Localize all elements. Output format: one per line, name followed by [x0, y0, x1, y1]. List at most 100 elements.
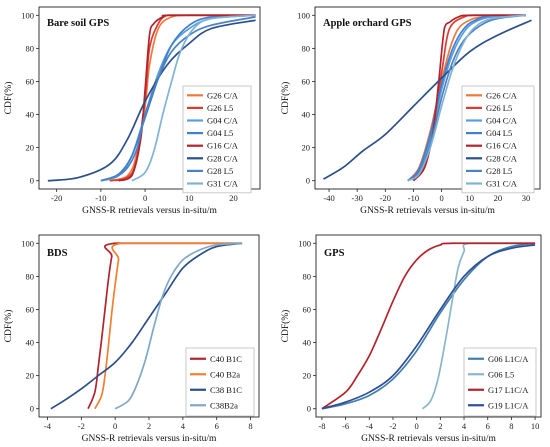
y-axis-label: CDF(%) — [3, 82, 14, 115]
x-tick-label: -4 — [366, 421, 374, 431]
series-lines — [50, 242, 243, 410]
x-tick-label: 0 — [143, 193, 147, 203]
y-tick-label: 100 — [21, 10, 34, 20]
series-line-7 — [100, 16, 256, 182]
series-line-8 — [407, 14, 527, 182]
series-line-5 — [118, 14, 256, 182]
legend-entry: C38 B1C — [210, 385, 242, 395]
x-tick-label: 4 — [462, 421, 467, 431]
legend: C40 B1C C40 B2a C38 B1C C38B2a — [185, 347, 255, 417]
x-tick-label: 0 — [113, 421, 117, 431]
series-line-8 — [131, 14, 256, 182]
series-lines — [47, 14, 256, 182]
y-axis-label: CDF(%) — [280, 310, 291, 343]
legend-entry: G16 C/A — [486, 141, 518, 151]
chart-title: GPS — [324, 248, 345, 259]
legend-entry: G28 C/A — [207, 153, 239, 163]
x-tick-label: 4 — [181, 421, 186, 431]
series-line-2 — [421, 242, 536, 410]
series-line-5 — [412, 14, 526, 182]
series-line-6 — [323, 19, 532, 180]
y-tick-label: 80 — [26, 43, 35, 53]
legend-entry: G04 L5 — [486, 128, 512, 138]
x-tick-label: 0 — [415, 421, 419, 431]
series-line-4 — [114, 242, 243, 410]
x-tick-label: -30 — [352, 193, 363, 203]
y-tick-label: 100 — [297, 10, 310, 20]
legend-box — [461, 85, 535, 194]
chart-title: BDS — [47, 248, 68, 259]
legend-box — [182, 85, 252, 194]
legend-entry: G06 L5 — [488, 369, 514, 379]
y-tick-label: 0 — [30, 176, 34, 186]
plot-frame — [314, 6, 541, 190]
legend-entry: G04 C/A — [486, 116, 518, 126]
y-tick-label: 20 — [302, 143, 311, 153]
legend-entry: G19 L1C/A — [488, 400, 529, 410]
y-tick-label: 40 — [26, 110, 35, 120]
x-tick-label: 10 — [185, 193, 194, 203]
x-tick-label: -20 — [51, 193, 62, 203]
series-line-1 — [321, 242, 536, 410]
x-tick-label: 20 — [494, 193, 503, 203]
series-line-7 — [407, 14, 527, 182]
legend-entry: G31 C/A — [207, 179, 239, 189]
series-line-3 — [407, 14, 526, 182]
y-tick-label: 20 — [26, 143, 35, 153]
x-tick-label: 20 — [229, 193, 238, 203]
x-tick-label: -40 — [323, 193, 334, 203]
x-tick-label: -2 — [78, 421, 85, 431]
legend-entry: G26 L5 — [207, 103, 233, 113]
x-tick-label: -10 — [408, 193, 419, 203]
y-tick-label: 40 — [302, 110, 311, 120]
x-tick-label: 6 — [215, 421, 219, 431]
y-tick-label: 60 — [26, 304, 35, 314]
series-line-3 — [50, 242, 243, 410]
x-tick-label: 2 — [147, 421, 151, 431]
series-lines — [323, 14, 532, 182]
x-tick-label: -4 — [44, 421, 52, 431]
y-tick-label: 20 — [26, 371, 35, 381]
x-tick-label: 10 — [465, 193, 474, 203]
series-line-4 — [407, 14, 526, 182]
chart-panel-2: -40 -30 -20 -10 0 10 20 30 0 20 40 60 80 100 GNSS-R re… — [280, 6, 541, 216]
legend-entry: G28 L5 — [207, 166, 233, 176]
y-tick-label: 100 — [21, 238, 34, 248]
x-tick-label: 2 — [438, 421, 442, 431]
legend-entry: G17 L1C/A — [488, 385, 529, 395]
chart-title: Bare soil GPS — [47, 18, 109, 29]
legend-entry: G26 L5 — [486, 103, 512, 113]
x-axis-label: GNSS-R retrievals versus in-situ/m — [361, 434, 496, 444]
series-line-4 — [321, 244, 536, 410]
y-tick-label: 60 — [26, 76, 35, 86]
series-line-1 — [87, 242, 243, 410]
x-tick-label: 30 — [522, 193, 531, 203]
legend: G06 L1C/A G06 L5 G17 L1C/A G19 L1C/A — [463, 347, 537, 417]
plot-frame — [315, 234, 542, 418]
legend: G26 C/A G26 L5 G04 C/A G04 L5 G16 C/A G28 C/A… — [182, 85, 252, 194]
y-tick-label: 0 — [307, 404, 311, 414]
chart-title: Apple orchard GPS — [323, 18, 412, 29]
y-tick-label: 80 — [26, 271, 35, 281]
x-axis-label: GNSS-R retrievals versus in-situ/m — [360, 206, 495, 216]
legend-entry: G04 C/A — [207, 116, 239, 126]
legend-entry: C40 B1C — [210, 354, 242, 364]
x-axis-label: GNSS-R retrievals versus in-situ/m — [82, 434, 217, 444]
series-line-6 — [47, 19, 256, 182]
legend-entry: G31 C/A — [486, 179, 518, 189]
legend-entry: C40 B2a — [210, 369, 240, 379]
y-tick-label: 0 — [306, 176, 310, 186]
y-axis-label: CDF(%) — [3, 310, 14, 343]
series-line-3 — [321, 242, 536, 410]
x-tick-label: 8 — [509, 421, 513, 431]
legend-entry: G26 C/A — [207, 90, 239, 100]
chart-panel-1: -20 -10 0 10 20 0 20 40 60 80 100 GNSS-R retrievals… — [3, 6, 261, 216]
x-axis-label: GNSS-R retrievals versus in-situ/m — [82, 206, 217, 216]
legend-entry: G04 L5 — [207, 128, 233, 138]
y-tick-label: 40 — [26, 338, 35, 348]
x-tick-label: -8 — [318, 421, 325, 431]
series-line-2 — [94, 242, 243, 410]
